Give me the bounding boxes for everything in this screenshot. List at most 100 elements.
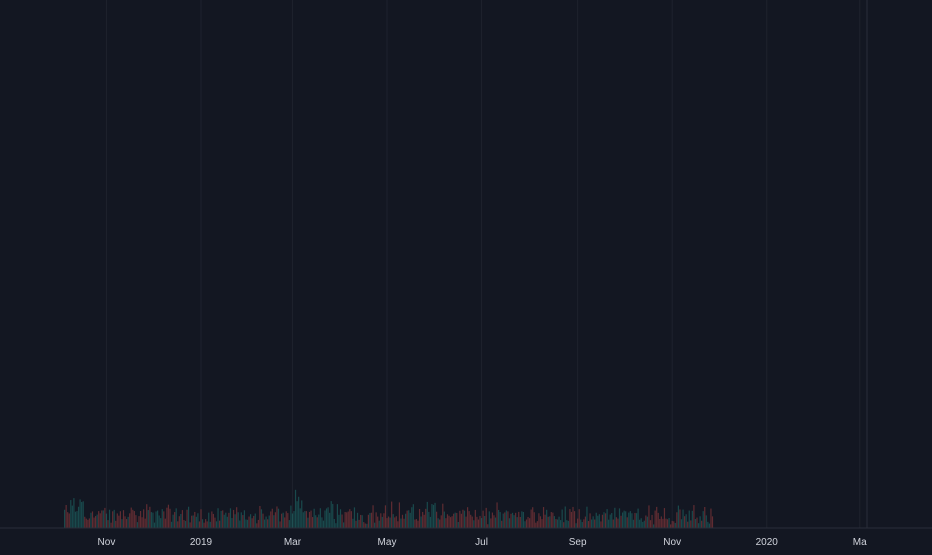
volume-bar (378, 520, 380, 528)
volume-bar (98, 511, 100, 528)
volume-bar (572, 506, 574, 528)
volume-bar (553, 516, 555, 528)
volume-bar (685, 514, 687, 528)
volume-bar (533, 512, 535, 528)
volume-bar (400, 518, 402, 528)
volume-bar (158, 515, 160, 528)
volume-bar (645, 515, 647, 528)
volume-bar (493, 515, 495, 528)
volume-bar (352, 518, 354, 528)
volume-bar (299, 508, 301, 528)
volume-bar (91, 511, 94, 528)
volume-bar (383, 513, 385, 528)
volume-bar (598, 514, 600, 528)
volume-bar (374, 522, 376, 528)
volume-bar (71, 505, 73, 528)
volume-bar (693, 505, 695, 528)
volume-bar (707, 521, 709, 528)
volume-bar (251, 518, 253, 528)
volume-bar (85, 518, 87, 528)
time-axis[interactable]: Nov 2019 Mar May Jul Sep Nov 2020 Ma (0, 527, 932, 550)
volume-bar (445, 518, 447, 528)
volume-bar (87, 519, 89, 528)
volume-bar (305, 511, 307, 528)
price-axis[interactable]: 0.000019000.000018000.000017000.00001600… (866, 0, 932, 550)
volume-bar (197, 513, 199, 528)
volume-bar (680, 519, 683, 528)
volume-bar (208, 512, 210, 528)
volume-bar (684, 516, 686, 528)
volume-bar (234, 514, 236, 528)
volume-bar (315, 515, 317, 528)
volume-bar (259, 505, 261, 528)
volume-bar (136, 522, 139, 528)
volume-bar (335, 523, 337, 528)
volume-bar (674, 522, 676, 528)
volume-bar (285, 511, 287, 528)
volume-bar (662, 518, 664, 528)
volume-bar (663, 508, 666, 528)
volume-bar (324, 510, 326, 528)
volume-bar (643, 520, 645, 528)
volume-bar (284, 517, 286, 528)
volume-bar (195, 516, 197, 528)
volume-bar (457, 521, 459, 528)
volume-bar (163, 511, 165, 528)
volume-bar (312, 517, 314, 528)
volume-bar (555, 519, 557, 528)
volume-bar (415, 519, 418, 528)
volume-bar (170, 521, 173, 528)
volume-bar (217, 508, 219, 528)
volume-bar (169, 508, 171, 528)
volume-bar (637, 508, 639, 528)
volume-bar (594, 519, 596, 528)
volume-bar (518, 511, 520, 528)
volume-bar (454, 512, 456, 528)
volume-bar (200, 509, 202, 528)
volume-bar (474, 509, 476, 528)
volume-bar (569, 509, 571, 528)
volume-bar (307, 517, 309, 528)
volume-bar (155, 511, 157, 528)
volume-bar (570, 511, 573, 528)
volume-bar (356, 512, 359, 528)
volume-bar (577, 518, 579, 528)
volume-bar (381, 516, 383, 528)
volume-bar (446, 514, 449, 528)
volume-bar (536, 521, 538, 528)
volume-bar (612, 519, 614, 528)
volume-bar (507, 511, 509, 528)
volume-bar (516, 517, 518, 528)
volume-bar (231, 518, 233, 528)
time-tick-label: Sep (569, 537, 587, 548)
volume-bar (648, 505, 650, 528)
volume-bar (281, 513, 283, 528)
volume-bar (214, 517, 216, 528)
volume-bar (189, 522, 191, 528)
volume-bar (77, 506, 80, 528)
volume-bar (437, 518, 439, 528)
volume-bar (68, 513, 70, 528)
volume-bar (620, 515, 622, 528)
volume-bar (527, 516, 529, 528)
volume-bar (164, 518, 166, 528)
volume-bar (656, 506, 658, 528)
volume-bar (380, 513, 382, 528)
volume-bar (248, 516, 250, 528)
volume-bar (544, 514, 546, 528)
volume-bar (603, 512, 605, 528)
volume-bar (428, 511, 430, 528)
volume-bar (394, 517, 396, 528)
volume-bar (178, 516, 180, 528)
volume-bar (420, 516, 422, 528)
volume-bar (625, 511, 627, 528)
volume-bar (490, 518, 492, 528)
volume-bar (181, 510, 183, 528)
volume-bar (501, 520, 503, 528)
volume-bar (222, 510, 224, 528)
volume-bar (105, 513, 108, 528)
volume-bar (288, 520, 290, 528)
